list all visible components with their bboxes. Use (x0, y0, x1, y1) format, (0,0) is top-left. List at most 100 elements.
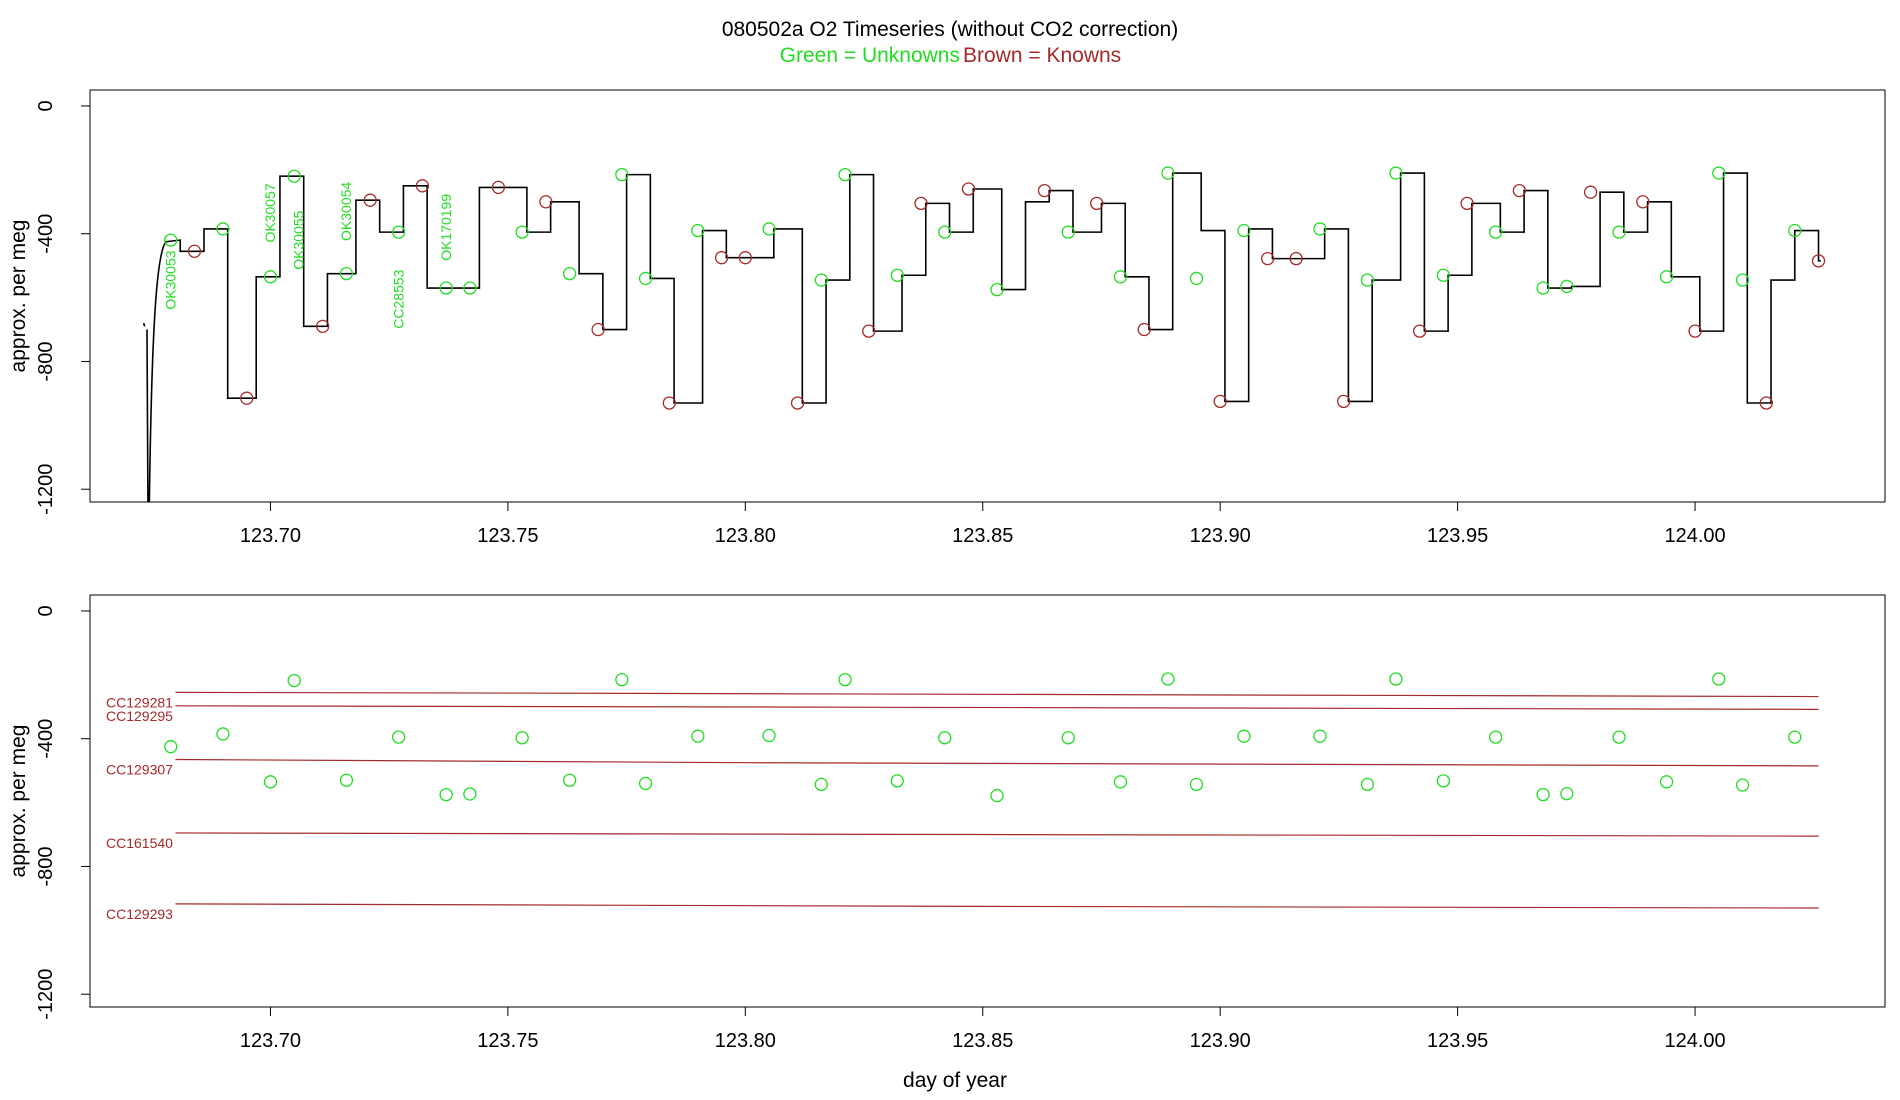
unknown-point (638, 776, 653, 791)
reference-line (175, 832, 1819, 837)
known-marker (1213, 394, 1227, 409)
known-marker (1460, 196, 1474, 211)
y-tick-label: -400 (35, 719, 57, 759)
unknown-point (938, 731, 952, 745)
known-marker (240, 391, 254, 405)
unknown-point (1161, 672, 1175, 686)
unknown-marker (164, 233, 178, 247)
unknown-marker (1189, 271, 1204, 286)
sample-label: OK30054 (338, 182, 354, 241)
y-tick-label: -800 (35, 846, 57, 886)
known-marker (1090, 196, 1104, 211)
unknown-point (216, 727, 230, 741)
sample-label: OK30055 (291, 210, 307, 269)
y-axis-label: approx. per meg (7, 220, 30, 373)
known-marker (790, 396, 805, 410)
y-tick-label: -400 (35, 214, 57, 254)
unknown-point (838, 672, 852, 687)
unknown-marker (1612, 225, 1626, 239)
unknown-marker (439, 281, 453, 295)
unknown-point (1488, 730, 1503, 744)
unknown-point (615, 672, 629, 687)
unknown-marker (562, 266, 577, 281)
unknown-marker (1788, 223, 1802, 238)
known-marker (1636, 195, 1650, 209)
known-marker (539, 195, 553, 209)
unknown-marker (1161, 166, 1175, 180)
x-tick-label: 123.90 (1190, 1030, 1251, 1052)
unknown-point (1360, 777, 1375, 792)
x-tick-label: 123.80 (715, 1030, 776, 1052)
known-marker (1337, 394, 1351, 409)
reference-line (175, 705, 1819, 710)
reference-label: CC129295 (106, 708, 173, 724)
x-tick-label: 123.75 (477, 1030, 538, 1052)
unknown-point (1113, 775, 1128, 789)
unknown-marker (1560, 279, 1574, 294)
chart-title: 080502a O2 Timeseries (without CO2 corre… (722, 18, 1178, 41)
unknown-point (1237, 729, 1251, 743)
unknown-marker (263, 270, 278, 284)
known-marker (1583, 185, 1598, 199)
known-marker (1037, 183, 1052, 198)
known-marker (187, 244, 202, 258)
known-marker (1759, 396, 1773, 410)
unknown-marker (1536, 281, 1550, 295)
unknown-marker (1113, 270, 1128, 284)
unknown-marker (938, 225, 952, 239)
x-tick-label: 123.75 (477, 525, 538, 547)
unknown-marker (1237, 223, 1251, 238)
x-tick-label: 123.90 (1190, 525, 1251, 547)
unknown-marker (1488, 225, 1503, 239)
unknown-marker (1436, 268, 1451, 282)
x-tick-label: 123.85 (952, 1030, 1013, 1052)
unknown-point (263, 775, 278, 789)
known-marker (1811, 254, 1826, 268)
unknown-point (439, 787, 453, 802)
unknown-point (287, 673, 301, 688)
unknown-marker (691, 223, 705, 238)
known-marker (1289, 251, 1303, 266)
unknown-point (1788, 730, 1802, 744)
unknown-point (1436, 774, 1451, 788)
x-tick-label: 124.00 (1664, 1030, 1725, 1052)
reference-label: CC129307 (106, 761, 173, 777)
unknown-marker (990, 282, 1004, 297)
y-tick-label: -800 (35, 341, 57, 381)
known-marker (491, 180, 506, 195)
reference-line (175, 758, 1819, 767)
x-axis-label: day of year (903, 1069, 1007, 1092)
reference-label: CC161540 (106, 835, 173, 851)
known-marker (738, 251, 752, 265)
known-marker (1137, 322, 1151, 337)
unknown-marker (1061, 225, 1075, 239)
known-marker (862, 324, 876, 338)
sample-label: OK30057 (262, 183, 278, 242)
unknown-marker (1659, 270, 1674, 284)
unknown-marker (1360, 273, 1375, 287)
unknown-marker (838, 167, 852, 182)
y-tick-label: -1200 (35, 969, 57, 1020)
known-marker (415, 179, 430, 193)
known-marker (1512, 183, 1527, 198)
known-marker (714, 251, 729, 265)
unknown-point (1061, 731, 1075, 745)
known-marker (1412, 324, 1427, 338)
sample-label: OK30053 (162, 250, 178, 309)
unknown-marker (1313, 222, 1327, 236)
unknown-point (164, 740, 178, 754)
x-tick-label: 123.80 (715, 525, 776, 547)
unknown-marker (1735, 273, 1750, 287)
x-tick-label: 123.95 (1427, 1030, 1488, 1052)
x-tick-label: 123.85 (952, 525, 1013, 547)
known-marker (1261, 251, 1275, 266)
unknown-point (515, 731, 529, 745)
reference-label: CC129281 (106, 694, 173, 710)
unknown-point (1712, 672, 1726, 686)
sample-label: OK170199 (438, 194, 454, 261)
bottom-panel-scatter: 0 -400 -800 -1200 approx. per meg 123.70 123.7… (7, 594, 1886, 1052)
y-tick-label: -1200 (35, 464, 57, 515)
legend-knowns: Brown = Knowns (963, 44, 1121, 67)
unknown-point (562, 773, 577, 787)
unknown-marker (890, 268, 904, 282)
